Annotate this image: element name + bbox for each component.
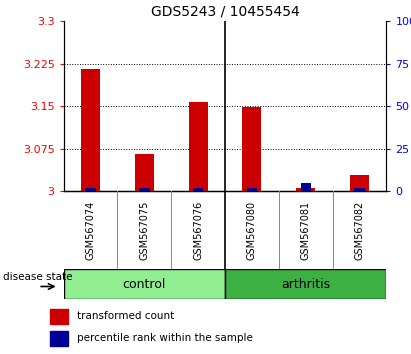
Bar xyxy=(81,69,100,191)
Bar xyxy=(225,21,279,191)
Text: GSM567082: GSM567082 xyxy=(354,200,365,260)
Bar xyxy=(139,188,150,191)
Text: GSM567075: GSM567075 xyxy=(139,200,149,260)
Text: GSM567080: GSM567080 xyxy=(247,200,257,260)
Text: disease state: disease state xyxy=(3,273,73,282)
Text: arthritis: arthritis xyxy=(281,278,330,291)
Bar xyxy=(193,188,203,191)
Bar xyxy=(296,188,315,191)
Bar xyxy=(85,188,96,191)
Bar xyxy=(350,175,369,191)
Bar xyxy=(118,21,171,191)
Bar xyxy=(135,154,154,191)
Bar xyxy=(300,183,311,191)
Bar xyxy=(171,21,225,191)
Bar xyxy=(247,188,257,191)
Bar xyxy=(50,331,68,346)
Text: percentile rank within the sample: percentile rank within the sample xyxy=(77,333,253,343)
Bar xyxy=(242,107,261,191)
Text: transformed count: transformed count xyxy=(77,312,174,321)
Text: GSM567081: GSM567081 xyxy=(301,200,311,260)
Bar xyxy=(189,102,208,191)
Text: GSM567076: GSM567076 xyxy=(193,200,203,260)
Bar xyxy=(50,309,68,324)
Bar xyxy=(279,21,332,191)
Bar xyxy=(225,269,386,299)
Text: control: control xyxy=(122,278,166,291)
Bar xyxy=(332,21,386,191)
Bar xyxy=(64,21,118,191)
Bar xyxy=(354,188,365,191)
Title: GDS5243 / 10455454: GDS5243 / 10455454 xyxy=(151,5,299,19)
Bar xyxy=(64,269,225,299)
Text: GSM567074: GSM567074 xyxy=(85,200,96,260)
